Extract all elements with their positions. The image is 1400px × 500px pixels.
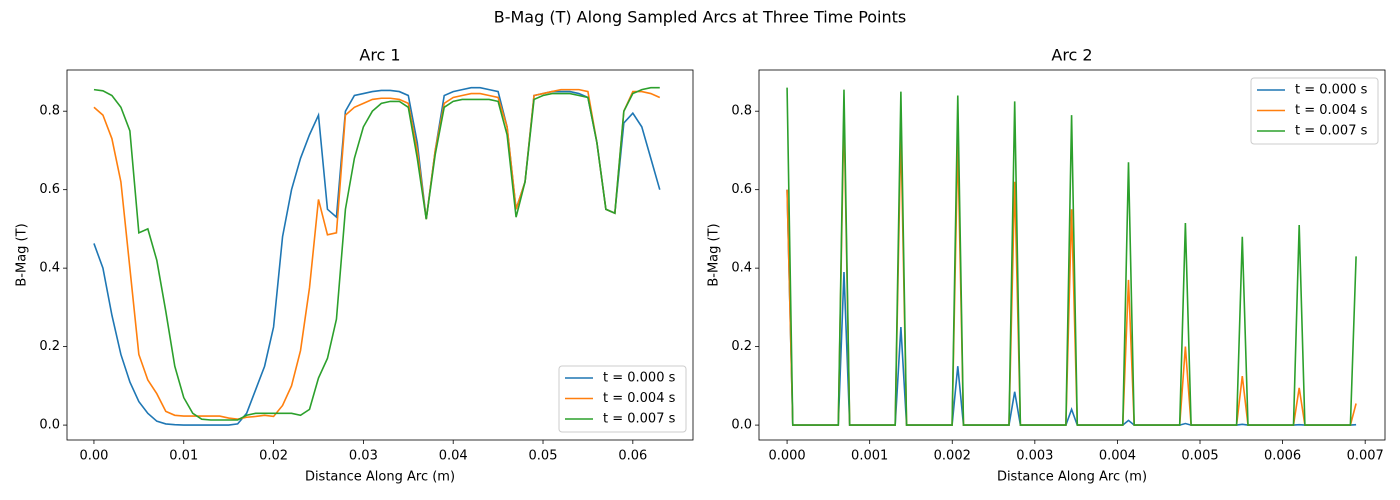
axes-title: Arc 2 [1051, 46, 1092, 65]
legend-box [558, 365, 687, 433]
x-tick-label: 0.006 [1264, 449, 1301, 464]
legend-label: t = 0.000 s [1295, 83, 1368, 98]
data-line [786, 87, 1357, 426]
x-tick-label: 0.007 [1347, 449, 1384, 464]
x-tick-label: 0.004 [1099, 449, 1136, 464]
x-tick-label: 0.005 [1181, 449, 1218, 464]
y-tick-label: 0.0 [39, 418, 60, 433]
x-tick-label: 0.002 [934, 449, 971, 464]
legend-label: t = 0.007 s [1295, 124, 1368, 139]
legend-box [1250, 77, 1379, 145]
y-tick-label: 0.2 [39, 339, 60, 354]
x-tick-label: 0.003 [1016, 449, 1053, 464]
data-line [93, 88, 661, 421]
y-tick-label: 0.4 [731, 261, 752, 276]
legend-label: t = 0.004 s [1295, 103, 1368, 118]
y-tick-label: 0.2 [731, 339, 752, 354]
x-tick-label: 0.03 [349, 449, 378, 464]
axes-frame [758, 69, 1386, 441]
legend-label: t = 0.000 s [603, 371, 676, 386]
data-line [93, 86, 660, 421]
y-tick-label: 0.6 [39, 182, 60, 197]
y-axis-label: B-Mag (T) [707, 223, 722, 286]
x-tick-label: 0.001 [851, 449, 888, 464]
x-tick-label: 0.05 [529, 449, 558, 464]
x-axis-label: Distance Along Arc (m) [305, 470, 455, 485]
y-tick-label: 0.8 [39, 104, 60, 119]
x-tick-label: 0.01 [169, 449, 198, 464]
x-tick-label: 0.06 [618, 449, 647, 464]
y-tick-label: 0.8 [731, 104, 752, 119]
x-tick-label: 0.000 [768, 449, 805, 464]
y-tick-label: 0.0 [731, 418, 752, 433]
legend-label: t = 0.004 s [603, 391, 676, 406]
y-tick-label: 0.4 [39, 261, 60, 276]
axes-title: Arc 1 [359, 46, 400, 65]
figure-title: B-Mag (T) Along Sampled Arcs at Three Ti… [494, 8, 907, 27]
x-tick-label: 0.02 [259, 449, 288, 464]
axes-frame [66, 69, 694, 441]
x-tick-label: 0.04 [439, 449, 468, 464]
x-tick-label: 0.00 [79, 449, 108, 464]
y-tick-label: 0.6 [731, 182, 752, 197]
legend-label: t = 0.007 s [603, 412, 676, 427]
x-axis-label: Distance Along Arc (m) [997, 470, 1147, 485]
y-axis-label: B-Mag (T) [15, 223, 30, 286]
data-line [93, 86, 661, 426]
